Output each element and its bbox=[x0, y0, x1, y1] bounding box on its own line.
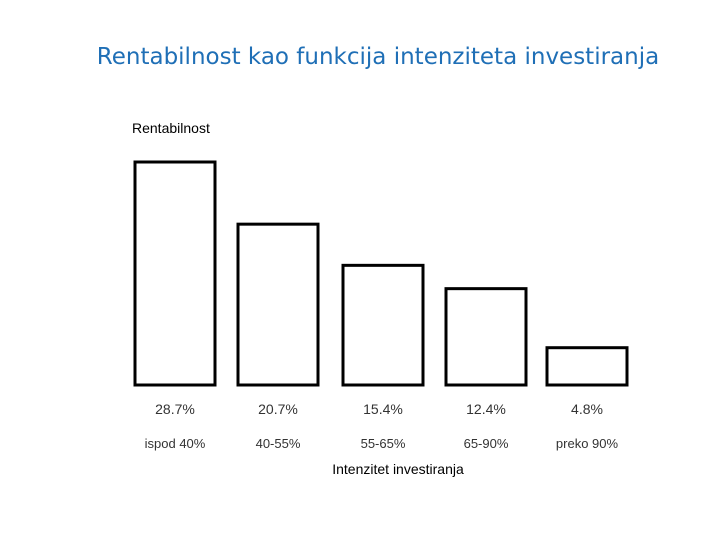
category-label-preko-90: preko 90% bbox=[556, 436, 619, 451]
value-labels-group: 28.7% 20.7% 15.4% 12.4% 4.8% bbox=[155, 401, 603, 417]
y-axis-label: Rentabilnost bbox=[132, 120, 210, 136]
bar-65-90 bbox=[444, 287, 528, 387]
category-label-40-55: 40-55% bbox=[256, 436, 301, 451]
bars-group bbox=[133, 160, 629, 387]
value-label-40-55: 20.7% bbox=[258, 401, 298, 417]
bar-55-65 bbox=[341, 263, 425, 387]
bar-ispod-40 bbox=[133, 160, 217, 387]
category-label-ispod-40: ispod 40% bbox=[145, 436, 206, 451]
bar-40-55 bbox=[236, 222, 320, 387]
value-label-55-65: 15.4% bbox=[363, 401, 403, 417]
value-label-ispod-40: 28.7% bbox=[155, 401, 195, 417]
value-label-preko-90: 4.8% bbox=[571, 401, 603, 417]
chart-title: Rentabilnost kao funkcija intenziteta in… bbox=[96, 44, 660, 70]
category-label-55-65: 55-65% bbox=[361, 436, 406, 451]
bar-preko-90 bbox=[545, 346, 629, 387]
category-labels-group: ispod 40% 40-55% 55-65% 65-90% preko 90% bbox=[145, 436, 619, 451]
value-label-65-90: 12.4% bbox=[466, 401, 506, 417]
x-axis-label: Intenzitet investiranja bbox=[332, 461, 464, 477]
category-label-65-90: 65-90% bbox=[464, 436, 509, 451]
